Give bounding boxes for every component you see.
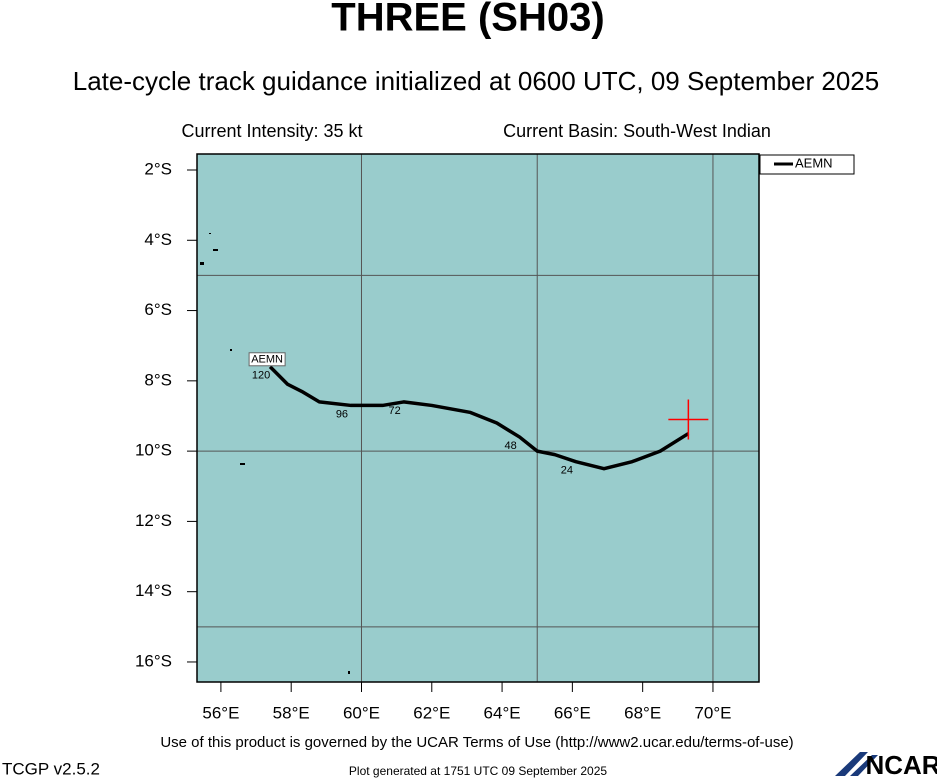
island <box>209 233 211 234</box>
generated: Plot generated at 1751 UTC 09 September … <box>349 764 607 778</box>
x-tick-label: 70°E <box>694 703 731 722</box>
title: THREE (SH03) <box>331 0 604 40</box>
intensity: Current Intensity: 35 kt <box>181 121 362 141</box>
x-tick-label: 62°E <box>413 703 450 722</box>
island <box>213 249 218 251</box>
track-line <box>268 365 690 471</box>
legend-label: AEMN <box>795 155 833 170</box>
legend-box <box>759 154 855 175</box>
y-tick-label: 10°S <box>135 441 172 460</box>
version: TCGP v2.5.2 <box>2 759 100 778</box>
plot-frame <box>196 153 760 683</box>
y-tick-label: 14°S <box>135 581 172 600</box>
x-tick-label: 58°E <box>273 703 310 722</box>
y-tick-label: 16°S <box>135 651 172 670</box>
logo: NCAR <box>865 750 937 780</box>
hour-label: 48 <box>505 440 517 452</box>
y-tick-label: 4°S <box>144 230 172 249</box>
ocean <box>197 154 759 682</box>
hour-label: 120 <box>252 370 270 382</box>
track-label: AEMN <box>251 354 283 366</box>
island <box>200 262 204 265</box>
hour-label: 96 <box>336 408 348 420</box>
current-position <box>668 399 709 440</box>
x-tick-label: 60°E <box>343 703 380 722</box>
basin: Current Basin: South-West Indian <box>503 121 771 141</box>
track-label-box <box>248 352 286 367</box>
y-tick-label: 8°S <box>144 370 172 389</box>
x-tick-label: 66°E <box>554 703 591 722</box>
terms: Use of this product is governed by the U… <box>160 734 793 751</box>
y-tick-label: 12°S <box>135 511 172 530</box>
island <box>240 463 245 465</box>
x-tick-label: 64°E <box>484 703 521 722</box>
island <box>230 349 232 351</box>
island <box>348 671 350 674</box>
y-tick-label: 2°S <box>144 159 172 178</box>
hour-label: 24 <box>561 465 573 477</box>
logo-mark <box>835 752 878 776</box>
y-tick-label: 6°S <box>144 300 172 319</box>
x-tick-label: 56°E <box>202 703 239 722</box>
subtitle: Late-cycle track guidance initialized at… <box>73 66 879 96</box>
hour-label: 72 <box>389 405 401 417</box>
x-tick-label: 68°E <box>624 703 661 722</box>
